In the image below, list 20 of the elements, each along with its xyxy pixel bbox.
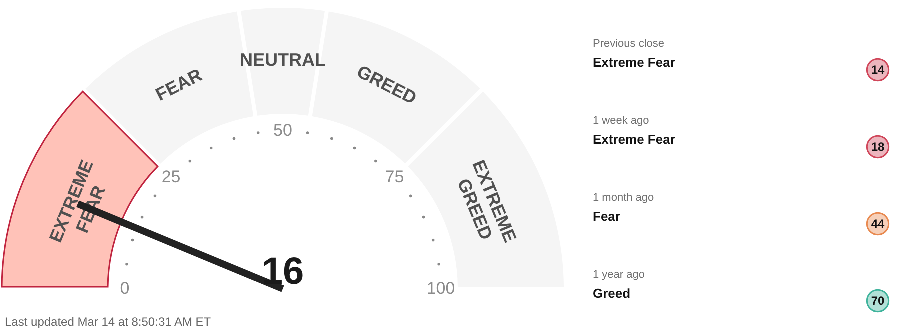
text: 16 xyxy=(262,251,304,293)
text: Greed xyxy=(593,286,631,301)
text: 50 xyxy=(274,121,292,140)
text: Last updated Mar 14 at 8:50:31 AM ET xyxy=(5,315,212,329)
text: 44 xyxy=(871,217,885,231)
text: 18 xyxy=(871,140,885,154)
text: Extreme Fear xyxy=(593,55,676,70)
text: Extreme Fear xyxy=(593,132,676,147)
text: Previous close xyxy=(593,38,665,50)
text: 25 xyxy=(162,167,181,186)
text: 70 xyxy=(871,294,885,308)
text: 1 month ago xyxy=(593,192,654,204)
text: 100 xyxy=(426,279,456,298)
slice-label: NEUTRAL xyxy=(240,50,326,70)
text: 0 xyxy=(120,279,130,298)
text: 75 xyxy=(385,167,404,186)
text: 1 week ago xyxy=(593,115,650,127)
text: 14 xyxy=(871,63,885,77)
text: Fear xyxy=(593,209,620,224)
text: 1 year ago xyxy=(593,269,645,281)
